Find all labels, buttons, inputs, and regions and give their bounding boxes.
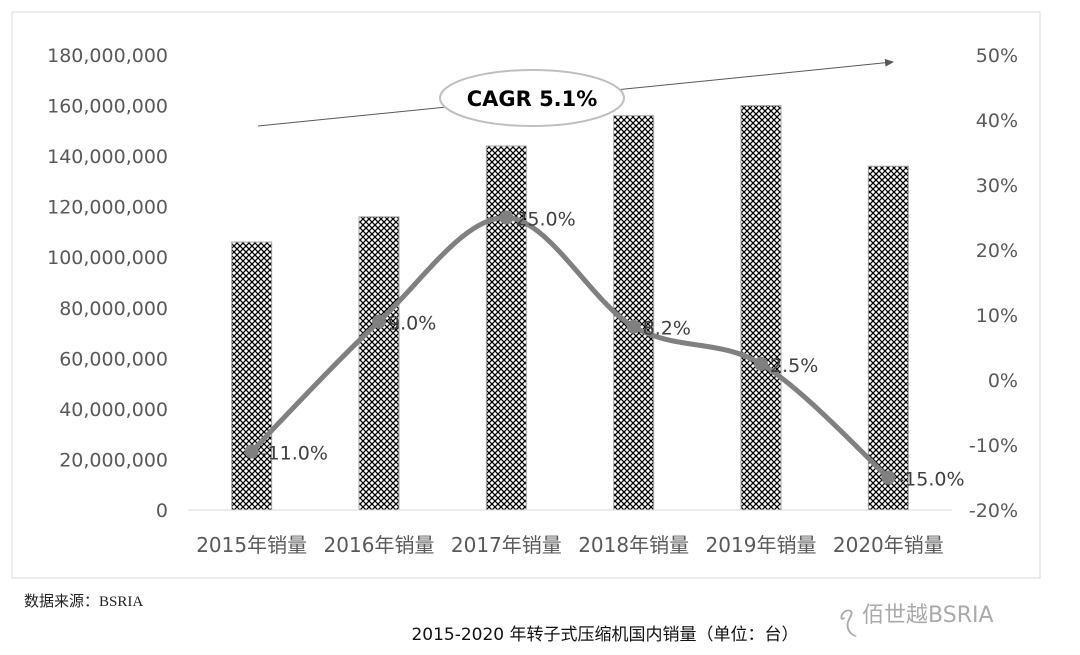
bar [740, 105, 782, 511]
x-tick: 2018年销量 [578, 533, 689, 557]
watermark: ꪖ 佰世越BSRIA [838, 594, 994, 640]
y-left-tick: 40,000,000 [59, 399, 168, 421]
growth-point [881, 470, 896, 485]
y-left-tick: 20,000,000 [59, 449, 168, 471]
y-left-tick: 100,000,000 [47, 247, 168, 269]
x-tick: 2016年销量 [324, 533, 435, 557]
cagr-ellipse [439, 69, 625, 127]
x-tick: 2017年销量 [451, 533, 562, 557]
y-right-tick: 20% [976, 240, 1018, 262]
y-right-tick: -20% [969, 500, 1018, 522]
wechat-icon: ꪖ [838, 603, 856, 628]
data-label: 25.0% [515, 209, 575, 231]
cagr-label: CAGR 5.1% [467, 87, 598, 111]
y-left-tick: 180,000,000 [47, 45, 168, 67]
data-label: 8.2% [643, 318, 691, 340]
chart-caption: 2015-2020 年转子式压缩机国内销量（单位：台） [411, 625, 799, 645]
chart-border [11, 11, 1041, 579]
growth-point [244, 444, 259, 459]
source-note: 数据来源：BSRIA [24, 594, 144, 610]
data-label: 2.5% [770, 355, 818, 377]
y-left-tick: 0 [156, 500, 168, 522]
y-left-tick: 160,000,000 [47, 96, 168, 118]
x-tick: 2019年销量 [706, 533, 817, 557]
data-label: -11.0% [261, 443, 328, 465]
x-tick: 2020年销量 [833, 533, 944, 557]
y-left-tick: 60,000,000 [59, 348, 168, 370]
y-right-tick: 40% [976, 110, 1018, 132]
y-right-tick: -10% [969, 435, 1018, 457]
y-right-tick: 30% [976, 175, 1018, 197]
bar [613, 115, 655, 511]
growth-point [499, 210, 514, 225]
bar [231, 241, 273, 511]
data-label: 9.0% [388, 313, 436, 335]
y-right-tick: 50% [976, 45, 1018, 67]
y-left-tick: 120,000,000 [47, 197, 168, 219]
x-tick: 2015年销量 [196, 533, 307, 557]
data-label: -15.0% [897, 469, 964, 491]
y-right-tick: 0% [988, 370, 1018, 392]
y-right-tick: 10% [976, 305, 1018, 327]
bar [867, 165, 909, 511]
bar [485, 145, 527, 511]
watermark-text: 佰世越BSRIA [862, 603, 994, 628]
growth-point [626, 319, 641, 334]
growth-line [249, 214, 891, 480]
y-left-tick: 140,000,000 [47, 146, 168, 168]
growth-point [372, 314, 386, 329]
bar [358, 216, 400, 511]
growth-point [754, 356, 768, 371]
y-left-tick: 80,000,000 [59, 298, 168, 320]
